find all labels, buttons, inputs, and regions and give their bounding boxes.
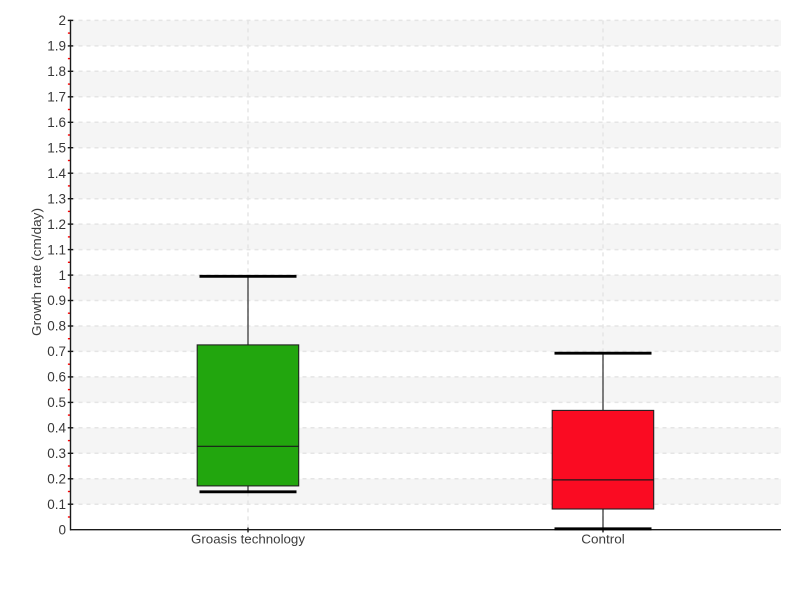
svg-text:1.7: 1.7 — [47, 90, 66, 105]
svg-text:0.2: 0.2 — [47, 472, 66, 487]
svg-text:Control: Control — [581, 532, 625, 547]
svg-text:0.1: 0.1 — [47, 497, 66, 512]
svg-text:1.5: 1.5 — [47, 140, 66, 155]
svg-text:1.3: 1.3 — [47, 191, 66, 206]
svg-text:0: 0 — [58, 522, 66, 537]
svg-text:2: 2 — [58, 13, 66, 28]
svg-text:1.2: 1.2 — [47, 217, 66, 232]
svg-text:0.9: 0.9 — [47, 293, 66, 308]
svg-text:Groasis technology: Groasis technology — [191, 532, 306, 547]
svg-text:0.7: 0.7 — [47, 344, 66, 359]
svg-text:1.1: 1.1 — [47, 242, 66, 257]
svg-text:1.4: 1.4 — [47, 166, 66, 181]
svg-text:1.8: 1.8 — [47, 64, 66, 79]
svg-text:0.8: 0.8 — [47, 319, 66, 334]
svg-text:0.4: 0.4 — [47, 421, 66, 436]
svg-text:1.9: 1.9 — [47, 39, 66, 54]
svg-text:0.5: 0.5 — [47, 395, 66, 410]
svg-text:0.6: 0.6 — [47, 370, 66, 385]
svg-text:1: 1 — [58, 268, 66, 283]
svg-text:1.6: 1.6 — [47, 115, 66, 130]
svg-text:0.3: 0.3 — [47, 446, 66, 461]
svg-text:Growth rate (cm/day): Growth rate (cm/day) — [29, 208, 44, 336]
